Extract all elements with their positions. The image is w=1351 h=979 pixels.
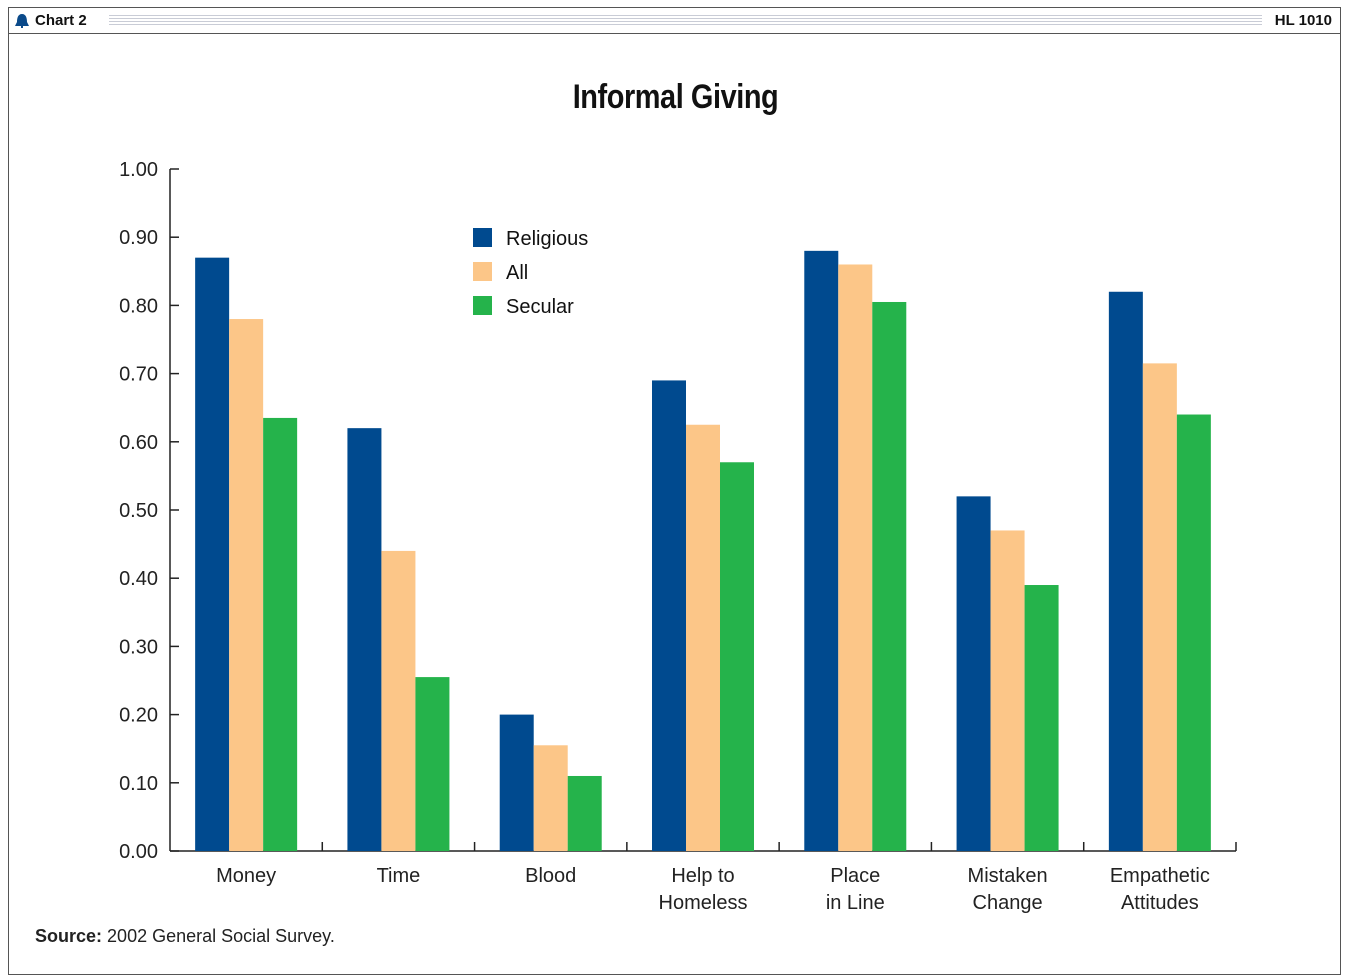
bar-secular-1 [415, 677, 450, 851]
bar-religious-1 [347, 428, 382, 851]
chart-number-label: Chart 2 [35, 12, 87, 29]
bar-secular-4 [872, 301, 907, 851]
bar-all-0 [229, 319, 264, 851]
y-tick-label: 0.90 [119, 227, 158, 249]
y-tick-label: 0.10 [119, 773, 158, 795]
header-bar: Chart 2 HL 1010 [8, 7, 1341, 34]
bar-secular-5 [1024, 585, 1059, 851]
x-category-label: Blood [525, 865, 576, 887]
liberty-bell-icon [15, 13, 29, 28]
legend-swatch-secular [473, 296, 492, 315]
chart-title: Informal Giving [572, 78, 779, 116]
y-tick-label: 0.20 [119, 705, 158, 727]
bar-all-2 [533, 745, 568, 851]
legend-label-religious: Religious [506, 228, 588, 250]
bar-all-5 [990, 530, 1025, 851]
legend-swatch-religious [473, 228, 492, 247]
y-tick-label: 0.60 [119, 432, 158, 454]
x-category-label: Empathetic Attitudes [1110, 865, 1210, 914]
source-text: 2002 General Social Survey. [107, 926, 335, 946]
x-category-label: Place in Line [826, 865, 885, 914]
bar-all-1 [381, 550, 416, 851]
bar-secular-3 [720, 462, 754, 851]
chart-legend: Religious All Secular [473, 228, 588, 318]
bar-religious-3 [652, 380, 686, 851]
chart-bars [195, 250, 1211, 852]
bar-religious-4 [804, 250, 839, 852]
y-tick-label: 0.80 [119, 295, 158, 317]
source-label: Source: [35, 926, 103, 946]
bar-all-3 [686, 424, 720, 851]
y-tick-label: 0.00 [119, 841, 158, 863]
y-tick-label: 0.50 [119, 500, 158, 522]
x-category-label: Money [216, 865, 276, 887]
x-category-label: Mistaken Change [968, 865, 1048, 914]
bar-religious-6 [1108, 291, 1143, 851]
bar-secular-0 [263, 417, 298, 851]
bar-religious-5 [956, 496, 991, 851]
y-tick-label: 1.00 [119, 159, 158, 181]
y-tick-label: 0.30 [119, 636, 158, 658]
source-note: Source: 2002 General Social Survey. [35, 926, 335, 947]
header-rule [109, 15, 1262, 27]
bar-secular-6 [1176, 414, 1211, 851]
y-tick-label: 0.40 [119, 568, 158, 590]
legend-label-all: All [506, 262, 528, 284]
bar-secular-2 [567, 775, 602, 851]
legend-swatch-all [473, 262, 492, 281]
bar-religious-2 [499, 714, 534, 851]
x-category-label: Help to Homeless [659, 865, 748, 914]
report-code: HL 1010 [1274, 12, 1332, 29]
header-left: Chart 2 [13, 12, 87, 29]
x-category-label: Time [377, 865, 421, 887]
bar-all-4 [838, 264, 873, 852]
bar-religious-0 [195, 257, 230, 851]
bar-all-6 [1142, 363, 1177, 851]
y-tick-label: 0.70 [119, 364, 158, 386]
legend-label-secular: Secular [506, 296, 574, 318]
